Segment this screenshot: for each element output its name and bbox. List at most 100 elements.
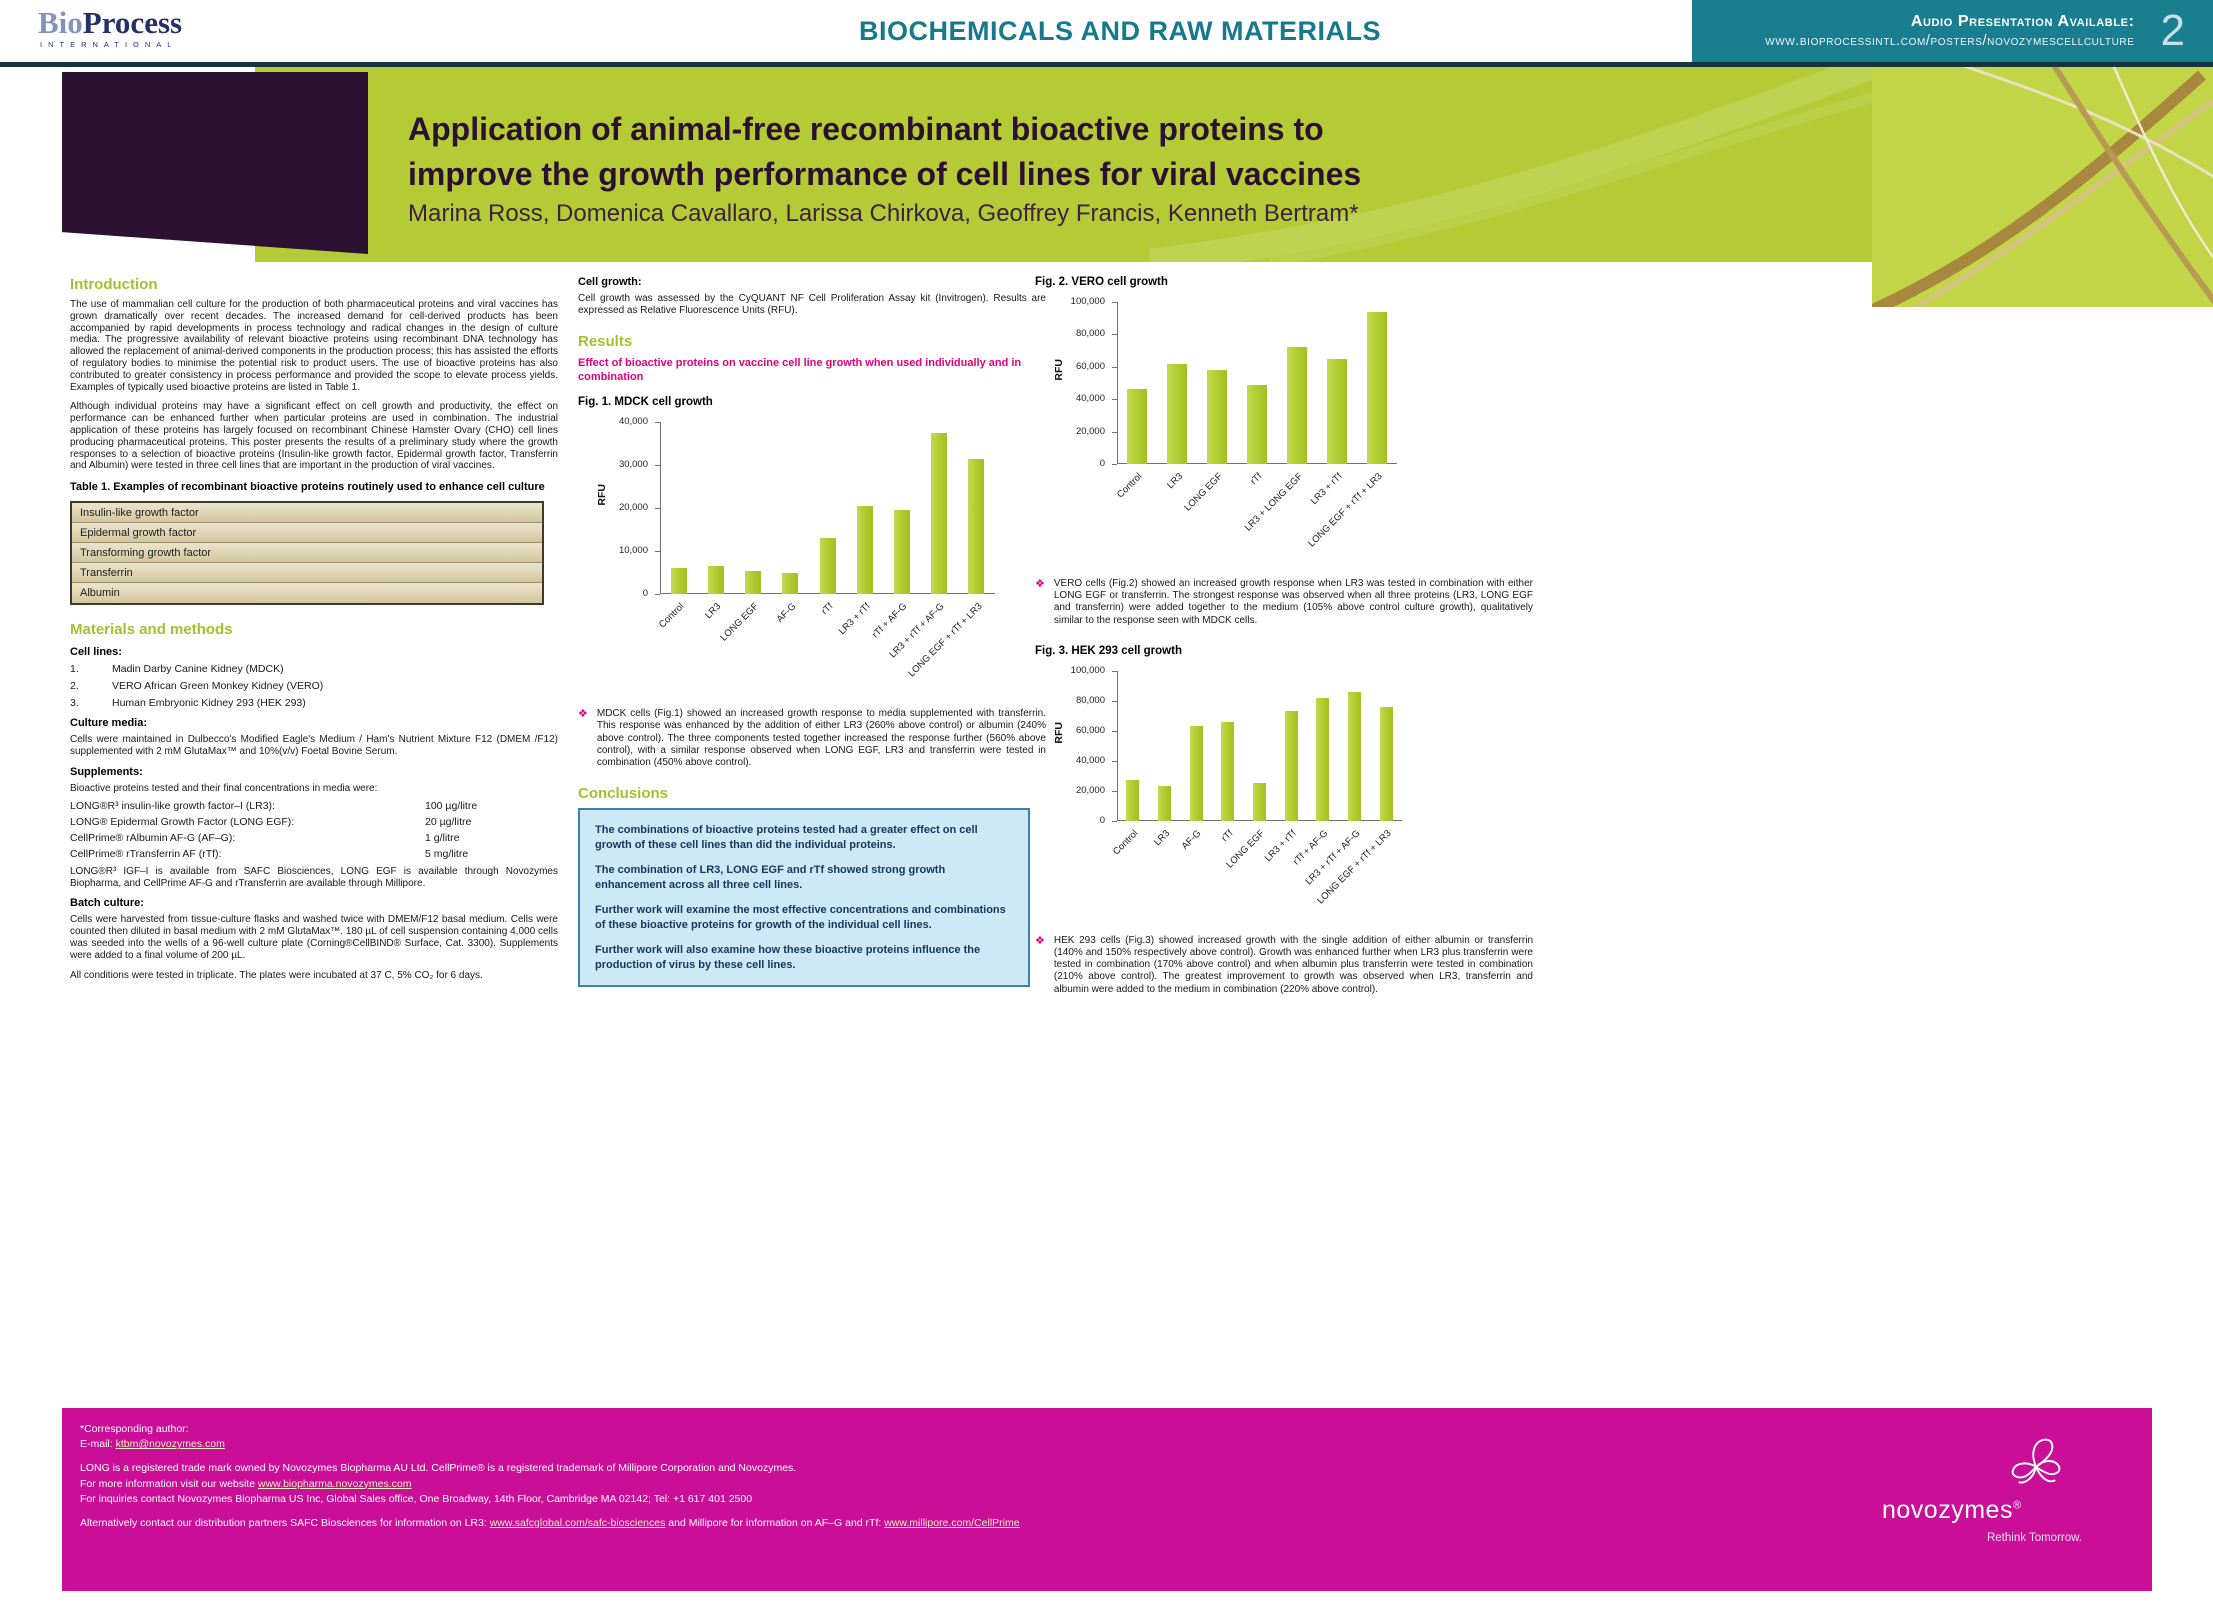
y-tick-mark — [1112, 760, 1117, 762]
mdck-result-text: MDCK cells (Fig.1) showed an increased g… — [596, 708, 1046, 768]
supplement-row: LONG®R³ insulin-like growth factor–I (LR… — [70, 800, 558, 812]
y-tick-label: 100,000 — [1070, 296, 1105, 307]
fig3-plot: RFU 0 20,000 40,000 60,000 80,000 100,000 Contr… — [1053, 665, 1408, 925]
bar-LONG EGF + rTf + LR3 — [1367, 311, 1387, 464]
bar-LR3 + rTf — [1284, 711, 1298, 821]
bar-LR3 + rTf — [856, 506, 873, 595]
audio-url[interactable]: www.bioprocessintl.com/posters/novozymes… — [1765, 32, 2135, 49]
x-tick-label: rTf — [819, 601, 836, 618]
supplement-name: LONG® Epidermal Growth Factor (LONG EGF)… — [70, 815, 295, 828]
bar-Control — [670, 568, 687, 595]
diamond-bullet-icon: ❖ — [578, 708, 588, 721]
bioprocess-wordmark: BioProcess — [38, 7, 182, 38]
supplements-list: LONG®R³ insulin-like growth factor–I (LR… — [70, 800, 558, 860]
bar-LR3 + rTf + AF-G — [931, 432, 948, 595]
y-tick-mark — [1112, 302, 1117, 303]
conclusion-text: The combinations of bioactive proteins t… — [595, 824, 978, 851]
table-row: Epidermal growth factor — [72, 523, 542, 544]
distribution-mid: and Millipore for information on AF–G an… — [665, 1516, 885, 1529]
conclusion-point: The combination of LR3, LONG EGF and rTf… — [595, 863, 1013, 892]
bar-LONG EGF — [745, 570, 762, 595]
x-tick-label: LR3 + rTf — [836, 601, 873, 638]
y-tick-mark — [1112, 790, 1117, 792]
x-tick-label: Control — [1115, 471, 1145, 501]
conclusion-point: Further work will examine the most effec… — [595, 903, 1013, 932]
y-tick-label: 30,000 — [618, 459, 648, 471]
registered-mark: ® — [2012, 1499, 2022, 1512]
email-label: E-mail: — [80, 1438, 116, 1451]
poster-title: Application of animal-free recombinant b… — [408, 111, 1362, 193]
y-tick-mark — [655, 594, 660, 596]
logo-bio: Bio — [38, 5, 83, 40]
left-column: Introduction The use of mammalian cell c… — [70, 276, 558, 989]
website-prefix: For more information visit our website — [80, 1477, 258, 1490]
table-row: Albumin — [72, 583, 542, 604]
table-row: Insulin-like growth factor — [72, 503, 542, 524]
email-link[interactable]: ktbm@novozymes.com — [115, 1438, 225, 1451]
poster-authors: Marina Ross, Domenica Cavallaro, Larissa… — [408, 200, 1359, 227]
bar-rTf — [819, 538, 836, 595]
table-cell: Insulin-like growth factor — [80, 506, 199, 519]
list-item: 3. Human Embryonic Kidney 293 (HEK 293) — [70, 697, 558, 709]
y-tick-label: 0 — [1099, 814, 1105, 826]
cell-growth-text: Cell growth was assessed by the CyQUANT … — [578, 293, 1046, 316]
cell-line-name: Madin Darby Canine Kidney (MDCK) — [112, 663, 284, 676]
purple-accent-block — [62, 72, 368, 254]
x-tick-label: Control — [656, 601, 687, 631]
bar-rTf + AF-G — [893, 510, 910, 595]
millipore-link[interactable]: www.millipore.com/CellPrime — [884, 1516, 1020, 1529]
introduction-heading: Introduction — [70, 276, 158, 293]
gold-swirl-ornament — [1872, 67, 2213, 307]
distribution-line: Alternatively contact our distribution p… — [80, 1516, 2134, 1530]
biopharma-website-link[interactable]: www.biopharma.novozymes.com — [257, 1477, 412, 1490]
y-tick-mark — [655, 465, 660, 467]
bar-rTf — [1221, 721, 1235, 821]
y-tick-mark — [1112, 700, 1117, 702]
website-line: For more information visit our website w… — [80, 1477, 2134, 1491]
inquiries-line: For inquiries contact Novozymes Biopharm… — [80, 1492, 753, 1505]
novozymes-wordmark: novozymes® — [1872, 1494, 2082, 1528]
email-line: E-mail: ktbm@novozymes.com — [80, 1437, 2134, 1451]
conclusions-box: The combinations of bioactive proteins t… — [578, 808, 1030, 988]
x-tick-label: LR3 + rTf + AF-G — [1302, 827, 1363, 888]
bar-LR3 — [1167, 363, 1187, 464]
footer: *Corresponding author: E-mail: ktbm@novo… — [62, 1408, 2152, 1591]
bar-LR3 + LONG EGF — [1287, 347, 1307, 464]
x-tick-label: LONG EGF + rTf + LR3 — [905, 601, 985, 680]
novozymes-flower-icon — [2011, 1438, 2061, 1484]
conclusion-point: Further work will also examine how these… — [595, 943, 1013, 972]
diamond-bullet-icon: ❖ — [1035, 578, 1045, 590]
bar-rTf — [1247, 384, 1267, 464]
cell-lines-label: Cell lines: — [70, 646, 122, 659]
mdck-result-bullet: ❖ MDCK cells (Fig.1) showed an increased… — [578, 708, 1046, 769]
y-tick-mark — [655, 422, 660, 424]
x-tick-label: LONG EGF — [1182, 471, 1225, 514]
table-cell: Albumin — [80, 587, 120, 600]
novozymes-tagline: Rethink Tomorrow. — [1986, 1531, 2082, 1544]
bar-LR3 — [707, 566, 724, 595]
bar-Control — [1126, 780, 1140, 821]
results-heading: Results — [578, 332, 633, 350]
header-divider — [0, 62, 2213, 67]
section-title: BIOCHEMICALS AND RAW MATERIALS — [859, 16, 1381, 46]
y-tick-label: 60,000 — [1075, 724, 1105, 736]
audio-banner: Audio Presentation Available: www.biopro… — [1692, 0, 2213, 62]
supplements-note: LONG®R³ IGF–I is available from SAFC Bio… — [70, 865, 558, 889]
bar-LONG EGF — [1207, 370, 1227, 464]
y-tick-mark — [1112, 334, 1117, 336]
bar-LONG EGF + rTf + LR3 — [968, 458, 985, 595]
y-tick-mark — [1112, 366, 1117, 368]
y-tick-label: 0 — [642, 588, 648, 600]
safc-link[interactable]: www.safcglobal.com/safc-biosciences — [489, 1516, 666, 1529]
fig2-plot: RFU 0 20,000 40,000 60,000 80,000 100,000 Contr… — [1053, 296, 1403, 568]
batch-culture-label: Batch culture: — [70, 897, 144, 910]
supplement-row: CellPrime® rTransferrin AF (rTf): 5 mg/li… — [70, 848, 558, 860]
bar-AF-G — [782, 572, 799, 595]
right-column: Fig. 2. VERO cell growth RFU 0 20,000 40,00… — [1035, 276, 1533, 1006]
materials-methods-heading: Materials and methods — [70, 621, 233, 639]
hek-result-text: HEK 293 cells (Fig.3) showed increased g… — [1053, 934, 1533, 995]
bar-LR3 + rTf — [1327, 358, 1347, 464]
y-tick-mark — [1112, 399, 1117, 401]
intro-paragraph-2: Although individual proteins may have a … — [70, 401, 558, 472]
y-tick-label: 100,000 — [1070, 664, 1105, 676]
